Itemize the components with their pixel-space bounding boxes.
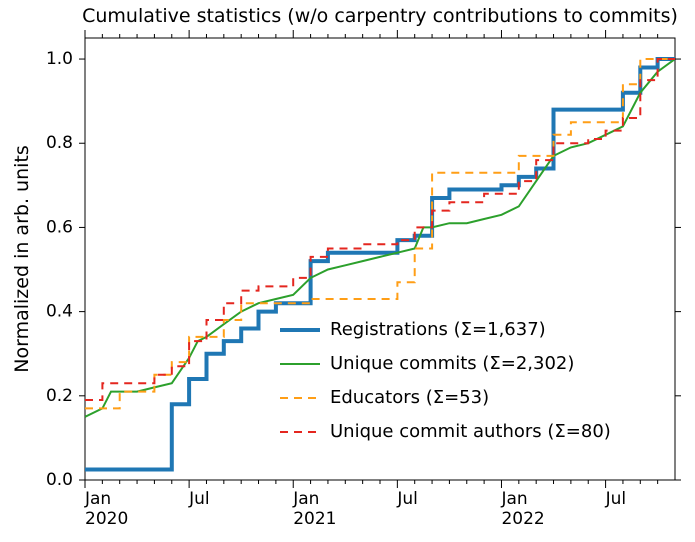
chart-title: Cumulative statistics (w/o carpentry con… — [82, 5, 678, 27]
ytick-label: 0.0 — [46, 470, 73, 490]
xtick-label-bottom: 2021 — [293, 509, 336, 529]
legend-label: Registrations (Σ=1,637) — [330, 319, 546, 340]
ytick-label: 0.2 — [46, 386, 73, 406]
xtick-label-top: Jan — [500, 489, 527, 509]
ytick-label: 0.6 — [46, 217, 73, 237]
xtick-label-top: Jan — [84, 489, 111, 509]
legend-label: Unique commit authors (Σ=80) — [330, 421, 611, 442]
legend-label: Unique commits (Σ=2,302) — [330, 353, 574, 374]
legend-label: Educators (Σ=53) — [330, 387, 489, 408]
xtick-label-bottom: 2020 — [85, 509, 128, 529]
ytick-label: 0.8 — [46, 133, 73, 153]
y-axis-label: Normalized in arb. units — [11, 145, 33, 372]
chart-bg — [0, 0, 695, 542]
ytick-label: 0.4 — [46, 302, 73, 322]
xtick-label-bottom: 2022 — [501, 509, 544, 529]
ytick-label: 1.0 — [46, 49, 73, 69]
xtick-label-top: Jul — [188, 489, 210, 509]
xtick-label-top: Jul — [396, 489, 418, 509]
chart-svg: 0.00.20.40.60.81.0Jan2020JulJan2021JulJa… — [0, 0, 695, 542]
xtick-label-top: Jul — [605, 489, 627, 509]
chart-container: 0.00.20.40.60.81.0Jan2020JulJan2021JulJa… — [0, 0, 695, 542]
xtick-label-top: Jan — [292, 489, 319, 509]
